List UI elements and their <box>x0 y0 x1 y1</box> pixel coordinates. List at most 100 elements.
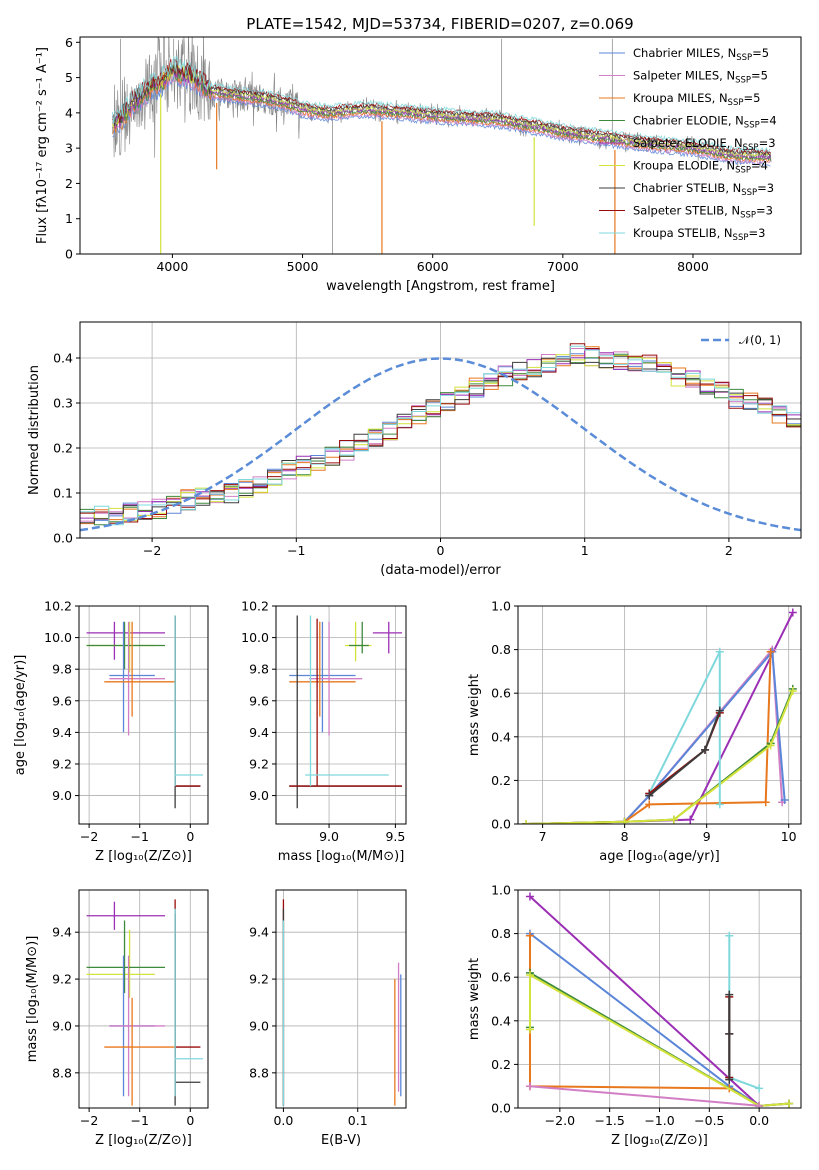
weight-marker <box>525 1025 534 1034</box>
legend-label: Kroupa STELIB, NSSP=3 <box>633 226 765 243</box>
x-tick-label: 1 <box>581 543 589 558</box>
legend-label-tail: =3 <box>759 136 776 150</box>
x-tick-label: −0.5 <box>694 1113 724 1128</box>
axes-frame <box>78 889 209 1109</box>
legend-label: Salpeter MILES, NSSP=5 <box>633 69 768 86</box>
figure-title: PLATE=1542, MJD=53734, FIBERID=0207, z=0… <box>246 15 633 33</box>
legend-label-tail: =5 <box>751 69 768 83</box>
legend-label-main: Chabrier STELIB, N <box>633 181 741 195</box>
weight-marker <box>725 931 734 940</box>
legend-label-main: Kroupa STELIB, N <box>633 226 733 240</box>
x-tick-label: −1 <box>130 829 148 844</box>
x-tick-label: −1.5 <box>594 1113 624 1128</box>
weight-marker <box>525 931 534 940</box>
residual-histogram-step <box>80 348 801 522</box>
y-tick-label: 0.4 <box>491 729 511 744</box>
x-axis-label: wavelength [Angstrom, rest frame] <box>326 279 555 294</box>
legend-label-tail: =3 <box>748 226 765 240</box>
plot-area <box>525 892 794 1108</box>
weight-marker <box>701 745 710 754</box>
legend-label-sub: SSP <box>741 188 757 198</box>
y-tick-label: 0.2 <box>491 1057 511 1072</box>
y-tick-label: 0.0 <box>491 817 511 832</box>
y-tick-label: 9.2 <box>52 756 72 771</box>
legend-label-tail: =4 <box>760 114 777 128</box>
weight-marker <box>725 1029 734 1038</box>
plot-area <box>522 608 797 824</box>
axes-frame <box>275 605 407 825</box>
residuals-histogram-panel: −2 −1 0 1 2 0.0 0.1 0.2 0.3 0.4 (data-model)/error… <box>27 321 802 578</box>
legend-label: Salpeter STELIB, NSSP=3 <box>633 204 773 221</box>
y-axis-label: Flux [fλ10⁻¹⁷ erg cm⁻² s⁻¹ A⁻¹] <box>35 47 50 244</box>
y-tick-label: 8.8 <box>52 1065 72 1080</box>
legend-label-main: Chabrier MILES, N <box>633 46 736 60</box>
x-axis-label: Z [log₁₀(Z/Z⊙)] <box>95 1133 192 1148</box>
x-tick-label: −2 <box>143 543 161 558</box>
y-tick-label: 9.0 <box>249 1018 269 1033</box>
weight-marker <box>761 798 770 807</box>
y-tick-label: 0.4 <box>53 351 73 366</box>
weight-vs-age-panel: 7 8 9 10 0.0 0.2 0.4 0.6 0.8 1.0 age [log₁₀(age/yr… <box>467 599 802 864</box>
x-tick-label: 0.0 <box>273 1113 293 1128</box>
y-axis-label: age [log₁₀(age/yr)] <box>13 655 28 776</box>
x-axis-label: (data-model)/error <box>380 563 501 578</box>
y-tick-label: 1.0 <box>491 883 511 898</box>
x-tick-label: 0 <box>186 829 194 844</box>
y-tick-label: 0.0 <box>491 1101 511 1116</box>
plot-area <box>86 615 203 809</box>
legend-label: Chabrier ELODIE, NSSP=4 <box>633 114 777 131</box>
residual-histogram-step <box>80 353 801 526</box>
x-tick-label: 2 <box>725 543 733 558</box>
weight-marker <box>525 892 534 901</box>
y-tick-label: 9.4 <box>249 925 269 940</box>
weight-series-line <box>526 612 794 824</box>
weight-marker <box>755 1084 764 1093</box>
legend-label-sub: SSP <box>733 233 749 243</box>
y-axis-label: mass weight <box>467 674 482 756</box>
x-axis-label: age [log₁₀(age/yr)] <box>599 849 720 864</box>
x-axis-label: Z [log₁₀(Z/Z⊙)] <box>611 1133 708 1148</box>
residual-histogram-step <box>80 355 801 524</box>
gridlines <box>276 605 406 824</box>
y-tick-label: 0.6 <box>491 686 511 701</box>
y-tick-label: 0.1 <box>53 486 73 501</box>
plot-area <box>80 343 801 532</box>
y-tick-label: 0.8 <box>491 926 511 941</box>
x-tick-label: 7 <box>539 829 547 844</box>
legend-label-sub: SSP <box>740 211 756 221</box>
legend-label-main: Salpeter ELODIE, N <box>633 136 743 150</box>
weight-marker <box>620 817 629 824</box>
x-tick-label: −1 <box>287 543 305 558</box>
y-tick-label: 8.8 <box>249 1065 269 1080</box>
weight-series-line <box>529 1085 760 1107</box>
weight-marker <box>715 800 724 809</box>
model-spectrum-line <box>112 63 771 157</box>
plot-area <box>282 899 402 1106</box>
x-tick-label: 8000 <box>677 259 709 274</box>
gridlines <box>518 889 801 1109</box>
y-tick-label: 0.0 <box>53 531 73 546</box>
weight-marker <box>645 791 654 800</box>
weight-marker <box>766 647 775 656</box>
y-tick-label: 9.4 <box>52 725 72 740</box>
x-tick-label: 8 <box>621 829 629 844</box>
x-tick-label: −1.0 <box>644 1113 674 1128</box>
weight-marker <box>715 647 724 656</box>
age-vs-metallicity-panel: −2 −1 0 9.0 9.2 9.4 9.6 9.8 10.0 10.2 Z [log₁₀(Z/Z… <box>13 599 209 864</box>
legend-label-main: Kroupa ELODIE, N <box>633 159 735 173</box>
y-tick-label: 9.6 <box>249 693 269 708</box>
legend-label: 𝒩(0, 1) <box>739 333 781 347</box>
residual-histogram-step <box>80 343 801 524</box>
legend-label-tail: =5 <box>752 46 769 60</box>
legend-label-tail: =3 <box>756 204 773 218</box>
y-tick-label: 9.0 <box>52 788 72 803</box>
y-tick-label: 9.8 <box>52 662 72 677</box>
weight-marker <box>669 815 678 824</box>
legend-label: Kroupa ELODIE, NSSP=4 <box>633 159 768 176</box>
legend-label: Chabrier STELIB, NSSP=3 <box>633 181 774 198</box>
legend-label: Chabrier MILES, NSSP=5 <box>633 46 769 63</box>
x-tick-label: 5000 <box>287 259 319 274</box>
legend-label-main: Kroupa MILES, N <box>633 91 728 105</box>
weight-marker <box>686 815 695 824</box>
weight-marker <box>715 706 724 715</box>
